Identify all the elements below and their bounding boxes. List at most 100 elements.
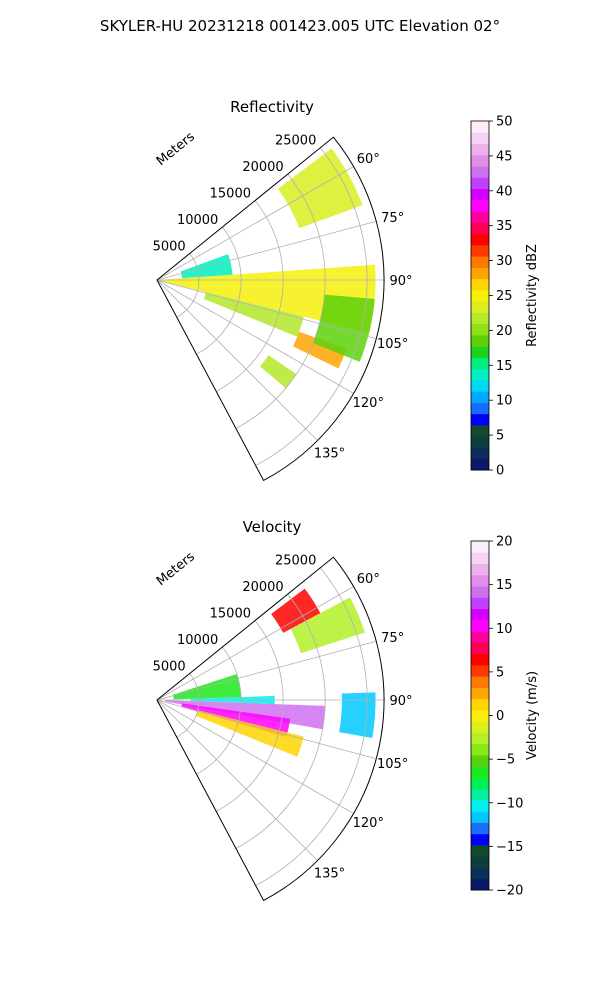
colorbar: −20 −15 −10 −5 0 5 10 15 20 Velocity (m/s) bbox=[470, 535, 540, 899]
colorbar-segment bbox=[471, 642, 489, 655]
figure-title: SKYLER-HU 20231218 001423.005 UTC Elevat… bbox=[100, 17, 500, 35]
azimuth-spoke bbox=[156, 279, 354, 394]
colorbar-segment bbox=[471, 233, 489, 246]
colorbar-segment bbox=[471, 867, 489, 880]
azimuth-tick-label: 60° bbox=[357, 152, 380, 167]
azimuth-spoke bbox=[156, 279, 377, 340]
azimuth-spoke bbox=[156, 699, 354, 814]
azimuth-tick-label: 90° bbox=[389, 274, 412, 289]
colorbar-segment bbox=[471, 357, 489, 370]
azimuth-tick-label: 75° bbox=[381, 211, 404, 226]
radar-echo-region bbox=[271, 588, 321, 633]
radar-echo-region bbox=[203, 292, 304, 337]
colorbar-segment bbox=[471, 301, 489, 313]
colorbar-tick-label: 15 bbox=[496, 359, 513, 374]
range-ring bbox=[176, 253, 200, 318]
colorbar-tick-label: 20 bbox=[496, 324, 513, 339]
colorbar-segment bbox=[471, 132, 489, 145]
colorbar-segment bbox=[471, 346, 489, 358]
colorbar-segment bbox=[471, 244, 489, 257]
azimuth-spoke bbox=[156, 166, 354, 281]
colorbar-tick-label: 35 bbox=[496, 219, 513, 234]
colorbar-segment bbox=[471, 676, 489, 688]
azimuth-spoke bbox=[156, 220, 377, 281]
colorbar-segment bbox=[471, 698, 489, 711]
range-tick-label: 25000 bbox=[275, 554, 316, 569]
colorbar-segment bbox=[471, 166, 489, 178]
azimuth-spoke bbox=[156, 699, 377, 760]
colorbar-segment bbox=[471, 754, 489, 767]
range-tick-label: 10000 bbox=[177, 633, 218, 648]
colorbar-segment bbox=[471, 574, 489, 587]
colorbar-segment bbox=[471, 143, 489, 156]
range-ring bbox=[216, 620, 284, 812]
colorbar-segment bbox=[471, 177, 489, 190]
range-ring bbox=[255, 147, 368, 466]
range-tick-label: 20000 bbox=[242, 160, 283, 175]
colorbar-segment bbox=[471, 788, 489, 801]
colorbar-segment bbox=[471, 878, 489, 891]
colorbar-tick-label: 45 bbox=[496, 149, 513, 164]
azimuth-spoke bbox=[156, 699, 318, 861]
colorbar-segment bbox=[471, 732, 489, 745]
colorbar-segment bbox=[471, 541, 489, 553]
colorbar-segment bbox=[471, 211, 489, 223]
range-tick-label: 5000 bbox=[153, 660, 186, 675]
azimuth-spoke bbox=[156, 279, 318, 441]
colorbar-segment bbox=[471, 199, 489, 212]
colorbar-segment bbox=[471, 653, 489, 666]
azimuth-tick-label: 105° bbox=[377, 337, 408, 352]
radar-echo-region bbox=[260, 355, 297, 389]
colorbar-segment bbox=[471, 458, 489, 471]
range-tick-label: 20000 bbox=[242, 580, 283, 595]
colorbar-segment bbox=[471, 188, 489, 201]
colorbar-segment bbox=[471, 552, 489, 565]
colorbar-tick-label: 20 bbox=[496, 535, 513, 550]
colorbar-segment bbox=[471, 619, 489, 632]
colorbar-segment bbox=[471, 391, 489, 403]
range-tick-label: 25000 bbox=[275, 134, 316, 149]
radar-data bbox=[157, 148, 376, 389]
colorbar-tick-label: −15 bbox=[496, 840, 523, 855]
colorbar-segment bbox=[471, 586, 489, 598]
colorbar-segment bbox=[471, 687, 489, 700]
range-ring bbox=[196, 226, 242, 355]
colorbar-segment bbox=[471, 222, 489, 235]
azimuth-tick-label: 75° bbox=[381, 631, 404, 646]
range-axis-label: Meters bbox=[154, 549, 198, 589]
colorbar-segment bbox=[471, 121, 489, 133]
colorbar-segment bbox=[471, 844, 489, 857]
colorbar: 0 5 10 15 20 25 30 35 40 45 50 Reflectivity dBZ bbox=[470, 115, 540, 479]
colorbar-segment bbox=[471, 709, 489, 722]
colorbar-segment bbox=[471, 822, 489, 835]
radar-data bbox=[165, 588, 376, 757]
colorbar-tick-label: 15 bbox=[496, 578, 513, 593]
colorbar-label: Reflectivity dBZ bbox=[525, 244, 540, 347]
colorbar-segment bbox=[471, 664, 489, 677]
colorbar-segment bbox=[471, 811, 489, 823]
radar-echo-region bbox=[339, 692, 376, 738]
colorbar-tick-label: −20 bbox=[496, 884, 523, 899]
radar-echo-region bbox=[195, 710, 304, 757]
colorbar-segment bbox=[471, 379, 489, 392]
colorbar-segment bbox=[471, 766, 489, 778]
reflectivity-panel: Reflectivity60°75°90°105°120°135°5000100… bbox=[153, 98, 540, 482]
colorbar-segment bbox=[471, 402, 489, 415]
colorbar-segment bbox=[471, 154, 489, 167]
colorbar-tick-label: 10 bbox=[496, 394, 513, 409]
radar-echo-region bbox=[180, 254, 233, 279]
colorbar-segment bbox=[471, 312, 489, 325]
range-tick-label: 5000 bbox=[153, 240, 186, 255]
panel-title: Velocity bbox=[243, 518, 302, 536]
azimuth-spoke bbox=[156, 640, 377, 701]
colorbar-segment bbox=[471, 631, 489, 643]
colorbar-tick-label: 25 bbox=[496, 289, 513, 304]
azimuth-tick-label: 120° bbox=[353, 816, 384, 831]
range-tick-label: 10000 bbox=[177, 213, 218, 228]
azimuth-tick-label: 90° bbox=[389, 694, 412, 709]
colorbar-segment bbox=[471, 721, 489, 733]
radar-echo-region bbox=[277, 148, 363, 229]
colorbar-segment bbox=[471, 413, 489, 426]
range-ring bbox=[176, 673, 200, 738]
